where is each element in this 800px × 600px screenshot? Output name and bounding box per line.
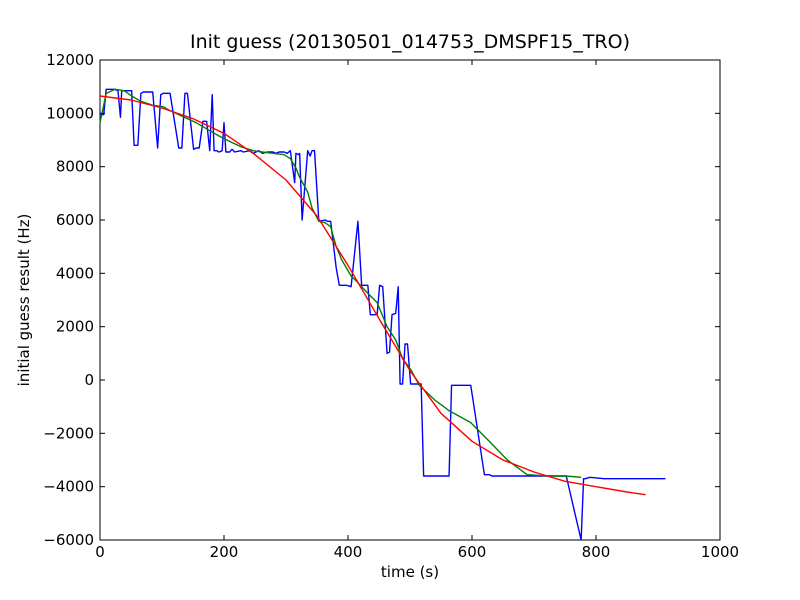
y-tick-label: 2000 bbox=[56, 318, 94, 336]
series-layer bbox=[99, 88, 666, 541]
y-tick-label: 4000 bbox=[56, 264, 94, 282]
chart-title: Init guess (20130501_014753_DMSPF15_TRO) bbox=[190, 31, 630, 53]
plot-area bbox=[99, 59, 721, 541]
y-tick-label: 10000 bbox=[46, 104, 94, 122]
x-tick-label: 1000 bbox=[701, 543, 739, 561]
y-tick-label: −6000 bbox=[43, 531, 94, 549]
series-line-3 bbox=[99, 95, 646, 496]
series-line-1 bbox=[100, 88, 666, 541]
x-tick-label: 400 bbox=[334, 543, 363, 561]
y-axis-label: initial guess result (Hz) bbox=[15, 214, 33, 387]
y-tick-label: 0 bbox=[84, 371, 94, 389]
x-tick-label: 800 bbox=[582, 543, 611, 561]
y-tick-label: −2000 bbox=[43, 424, 94, 442]
x-tick-label: 600 bbox=[458, 543, 487, 561]
y-tick-label: 6000 bbox=[56, 211, 94, 229]
y-tick-label: −4000 bbox=[43, 478, 94, 496]
y-tick-label: 8000 bbox=[56, 158, 94, 176]
x-tick-label: 200 bbox=[210, 543, 239, 561]
tick-layer: 0 200 400 600 800 1000 −6000 −4000 −2000 0 2000 400… bbox=[43, 51, 739, 561]
x-tick-label: 0 bbox=[95, 543, 105, 561]
x-axis-label: time (s) bbox=[381, 563, 439, 581]
y-tick-label: 12000 bbox=[46, 51, 94, 69]
